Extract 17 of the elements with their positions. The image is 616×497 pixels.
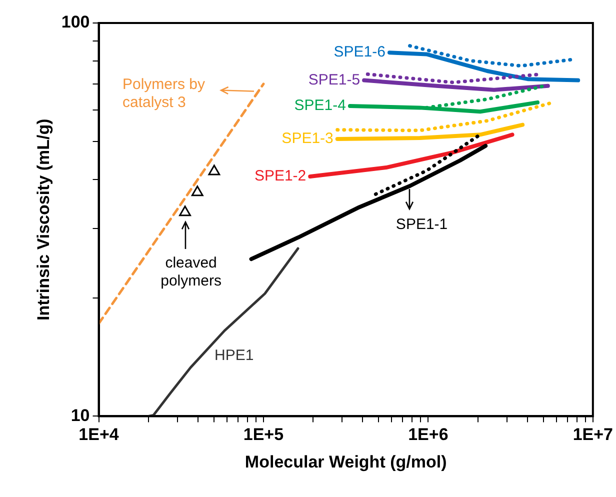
x-tick-label: 1E+6 (408, 425, 448, 444)
x-tick-label: 1E+7 (572, 425, 614, 444)
x-tick-label: 1E+5 (243, 425, 284, 444)
annotation: cleaved polymers (160, 254, 222, 290)
annotation: SPE1-1 (396, 216, 448, 234)
series-label: SPE1-6 (334, 44, 386, 61)
series-label: SPE1-4 (294, 97, 346, 114)
y-tick-label: 100 (61, 12, 90, 32)
legend-label: Polymers by catalyst 3 (122, 76, 206, 112)
series-label: SPE1-5 (308, 71, 360, 88)
x-axis-title: Molecular Weight (g/mol) (244, 452, 447, 472)
x-tick-label: 1E+4 (78, 425, 120, 444)
series-label: SPE1-2 (254, 168, 306, 185)
y-tick-label: 10 (70, 406, 90, 425)
series-label: SPE1-3 (282, 130, 334, 148)
annotation: HPE1 (214, 346, 254, 364)
y-axis-title: Intrinsic Viscosity (mL/g) (34, 118, 53, 321)
